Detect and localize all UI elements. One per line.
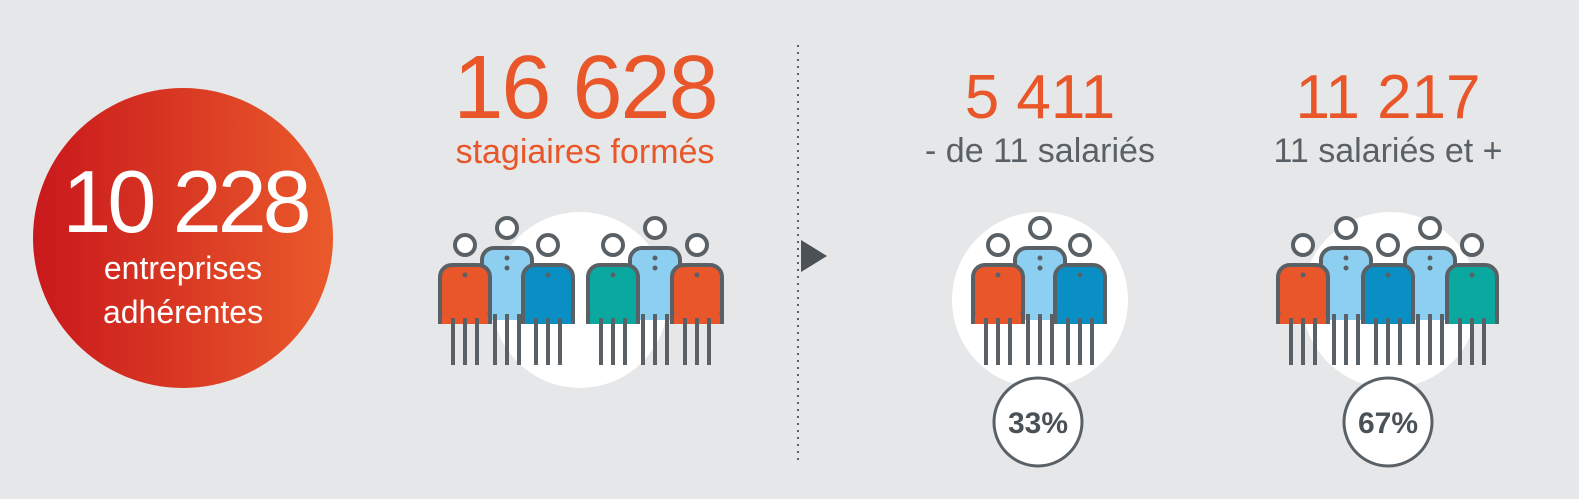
- person-head: [495, 216, 519, 240]
- person-dot: [1037, 265, 1043, 271]
- person-dot: [1037, 255, 1043, 261]
- person-dot: [694, 272, 700, 278]
- group-share: 33%: [1008, 407, 1068, 440]
- group-value: 11 217: [1295, 63, 1480, 132]
- person-head: [1376, 233, 1400, 257]
- people-icons: [438, 212, 1499, 388]
- arrow: [801, 240, 827, 272]
- person-head: [536, 233, 560, 257]
- person-dot: [504, 265, 510, 271]
- share-circle: [992, 376, 1084, 468]
- trainees-label: stagiaires formés: [456, 133, 715, 171]
- members-label: entreprises: [104, 250, 262, 286]
- members-circle: [33, 88, 333, 388]
- person-head: [1291, 233, 1315, 257]
- person-dot: [1427, 255, 1433, 261]
- person-head: [1418, 216, 1442, 240]
- person-dot: [610, 272, 616, 278]
- members-value: 10 228: [62, 152, 308, 251]
- group-label: - de 11 salariés: [925, 132, 1155, 170]
- person-dot: [995, 272, 1001, 278]
- person-head: [1028, 216, 1052, 240]
- trainees-value: 16 628: [453, 38, 716, 138]
- person-dot: [462, 272, 468, 278]
- person-dot: [1385, 272, 1391, 278]
- person-dot: [652, 255, 658, 261]
- person-head: [601, 233, 625, 257]
- members-label: adhérentes: [103, 294, 263, 330]
- person-dot: [652, 265, 658, 271]
- person-dot: [545, 272, 551, 278]
- person-head: [643, 216, 667, 240]
- person-dot: [504, 255, 510, 261]
- person-dot: [1469, 272, 1475, 278]
- person-head: [986, 233, 1010, 257]
- person-head: [1334, 216, 1358, 240]
- person-dot: [1343, 265, 1349, 271]
- person-head: [453, 233, 477, 257]
- group-share: 67%: [1358, 407, 1418, 440]
- person-dot: [1343, 255, 1349, 261]
- person-dot: [1077, 272, 1083, 278]
- group-value: 5 411: [965, 63, 1116, 132]
- person-dot: [1427, 265, 1433, 271]
- person-head: [685, 233, 709, 257]
- person-head: [1460, 233, 1484, 257]
- group-label: 11 salariés et +: [1273, 132, 1502, 170]
- share-circle: [1342, 376, 1434, 468]
- person-head: [1068, 233, 1092, 257]
- person-dot: [1300, 272, 1306, 278]
